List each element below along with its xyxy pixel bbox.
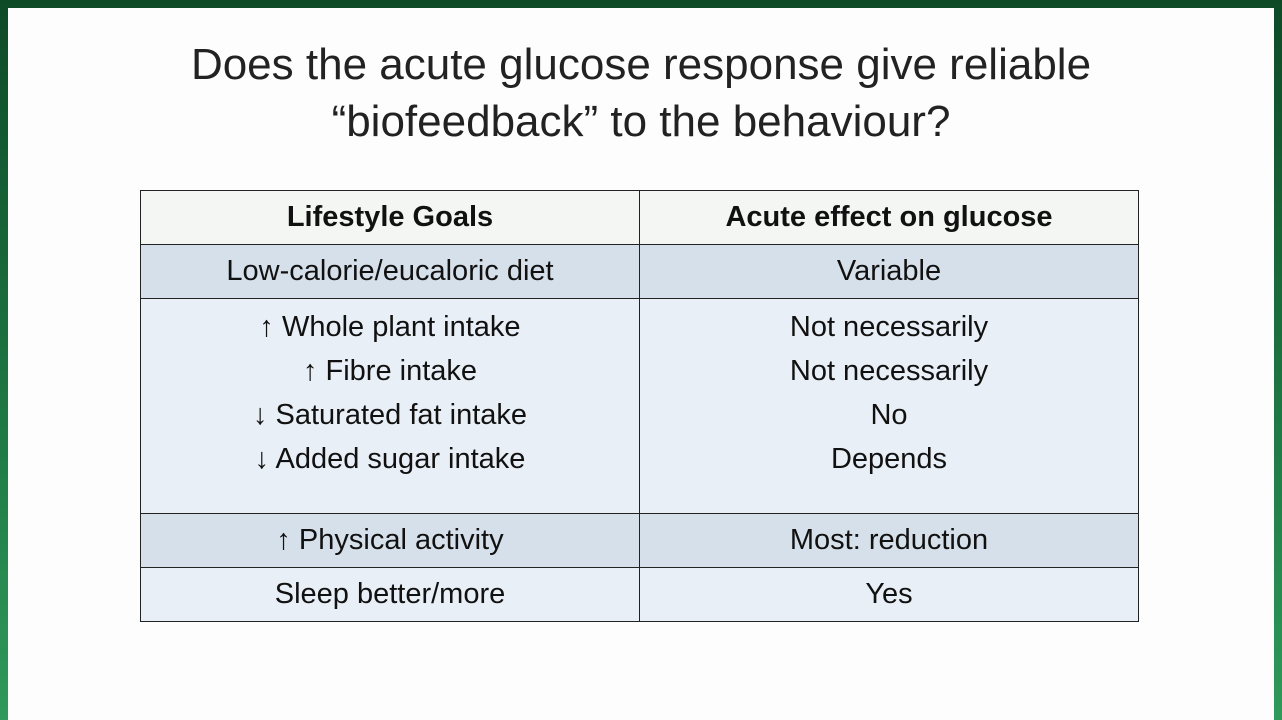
slide: Does the acute glucose response give rel… [8,8,1274,720]
cell-text: No [870,399,908,431]
cell: Sleep better/more [140,567,640,622]
row: ↑ Whole plant intake ↑ Fibre intake ↓ Sa… [140,298,1139,514]
row: Low-calorie/eucaloric diet Variable [140,244,1139,299]
header-cell: Acute effect on glucose [639,190,1139,245]
title-line: Does the acute glucose response give rel… [190,40,1092,89]
header-cell: Lifestyle Goals [140,190,640,245]
row: ↑ Physical activity Most: reduction [140,513,1139,568]
cell-text: Yes [865,578,913,610]
cell-text: ↓ Added sugar intake [254,443,526,475]
cell-text: Most: reduction [789,524,989,556]
cell: Low-calorie/eucaloric diet [140,244,640,299]
cell-text: Sleep better/more [274,578,506,610]
cell-text: Low-calorie/eucaloric diet [226,255,554,287]
cell-text: Depends [830,443,948,475]
cell: ↑ Physical activity [140,513,640,568]
slide-title: Does the acute glucose response give rel… [8,36,1274,150]
title-line: “biofeedback” to the behaviour? [331,97,951,146]
cell: Not necessarily Not necessarily No Depen… [639,298,1139,514]
cell-text: Not necessarily [789,311,989,343]
row: Sleep better/more Yes [140,567,1139,622]
cell-text: Variable [836,255,942,287]
cell-text: Not necessarily [789,355,989,387]
cell: ↑ Whole plant intake ↑ Fibre intake ↓ Sa… [140,298,640,514]
cell: Variable [639,244,1139,299]
header-row: Lifestyle Goals Acute effect on glucose [140,190,1139,245]
cell-text: ↑ Fibre intake [302,355,478,387]
cell: Yes [639,567,1139,622]
table: Lifestyle Goals Acute effect on glucose … [140,190,1139,622]
cell: Most: reduction [639,513,1139,568]
cell-text: ↓ Saturated fat intake [252,399,528,431]
cell-text: ↑ Physical activity [276,524,504,556]
cell-text: ↑ Whole plant intake [259,311,521,343]
